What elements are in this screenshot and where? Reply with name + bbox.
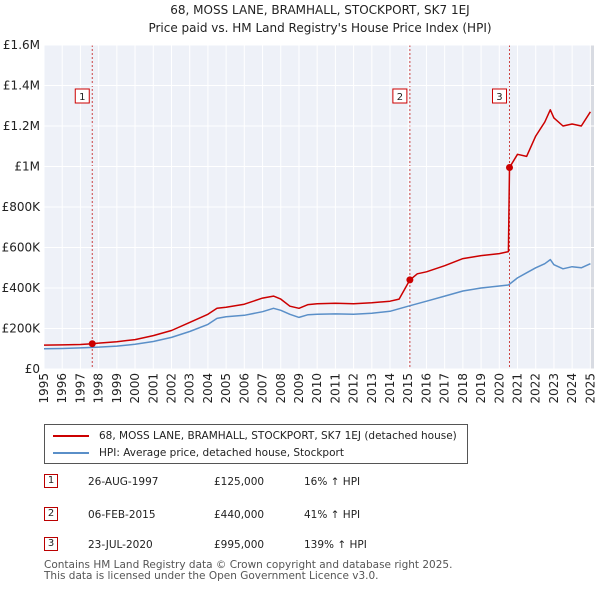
transaction-price: £440,000 xyxy=(214,509,265,521)
x-tick-label: 2010 xyxy=(310,373,324,404)
footer-line-1: Contains HM Land Registry data © Crown c… xyxy=(44,559,453,571)
x-tick-label: 2014 xyxy=(383,373,397,404)
x-tick-label: 2020 xyxy=(492,373,506,404)
x-tick-label: 2025 xyxy=(583,373,597,404)
sale-number-label: 1 xyxy=(79,92,85,103)
transaction-row: 2 06-FEB-2015 £440,000 41% ↑ HPI xyxy=(44,504,600,526)
x-tick-label: 2008 xyxy=(274,373,288,404)
x-tick-label: 2015 xyxy=(401,373,415,404)
y-tick-label: £1.6M xyxy=(3,38,40,52)
x-tick-label: 2018 xyxy=(456,373,470,404)
transaction-date: 06-FEB-2015 xyxy=(88,509,156,521)
transaction-date: 23-JUL-2020 xyxy=(88,539,153,551)
x-tick-label: 2022 xyxy=(529,373,543,404)
x-tick-label: 1997 xyxy=(73,373,87,404)
x-tick-label: 2017 xyxy=(438,373,452,404)
transaction-row: 1 26-AUG-1997 £125,000 16% ↑ HPI xyxy=(44,471,600,493)
sale-number-label: 2 xyxy=(397,92,403,103)
legend-item-property: 68, MOSS LANE, BRAMHALL, STOCKPORT, SK7 … xyxy=(53,428,457,444)
transaction-hpi: 16% ↑ HPI xyxy=(304,476,361,488)
y-tick-label: £0 xyxy=(25,362,40,376)
transaction-number: 1 xyxy=(44,474,58,488)
y-tick-label: £1M xyxy=(14,160,40,174)
legend-label-property: 68, MOSS LANE, BRAMHALL, STOCKPORT, SK7 … xyxy=(99,430,457,442)
transaction-price: £125,000 xyxy=(214,476,265,488)
sale-number-box xyxy=(491,88,507,104)
sale-number-label: 3 xyxy=(496,92,502,103)
x-tick-label: 2016 xyxy=(419,373,433,404)
x-tick-label: 1998 xyxy=(92,373,106,404)
price-chart: 68, MOSS LANE, BRAMHALL, STOCKPORT, SK7 … xyxy=(2,3,598,404)
x-tick-label: 2009 xyxy=(292,373,306,404)
x-tick-label: 2001 xyxy=(146,373,160,404)
x-tick-label: 2000 xyxy=(128,373,142,404)
transaction-row: 3 23-JUL-2020 £995,000 139% ↑ HPI xyxy=(44,534,600,556)
x-tick-label: 2002 xyxy=(164,373,178,404)
legend-swatch-red xyxy=(53,435,89,437)
x-tick-label: 1995 xyxy=(37,373,51,404)
x-tick-label: 2006 xyxy=(237,373,251,404)
x-tick-label: 1996 xyxy=(55,373,69,404)
x-tick-label: 2019 xyxy=(474,373,488,404)
chart-subtitle: Price paid vs. HM Land Registry's House … xyxy=(148,21,491,35)
transaction-date: 26-AUG-1997 xyxy=(88,476,159,488)
hpi-line xyxy=(43,258,591,350)
legend-label-hpi: HPI: Average price, detached house, Stoc… xyxy=(99,447,344,459)
x-tick-label: 2024 xyxy=(565,373,579,404)
sale-number-box xyxy=(392,88,408,104)
x-tick-label: 1999 xyxy=(110,373,124,404)
footer: Contains HM Land Registry data © Crown c… xyxy=(44,560,452,582)
property-price-line xyxy=(43,109,592,346)
transaction-hpi: 41% ↑ HPI xyxy=(304,509,361,521)
y-tick-label: £600K xyxy=(2,241,42,255)
x-tick-label: 2003 xyxy=(183,373,197,404)
transaction-price: £995,000 xyxy=(214,539,265,551)
chart-title: 68, MOSS LANE, BRAMHALL, STOCKPORT, SK7 … xyxy=(170,3,469,17)
x-tick-label: 2021 xyxy=(511,373,525,404)
legend: 68, MOSS LANE, BRAMHALL, STOCKPORT, SK7 … xyxy=(44,424,468,464)
y-tick-label: £1.2M xyxy=(3,119,40,133)
x-tick-label: 2004 xyxy=(201,373,215,404)
footer-line-2: This data is licensed under the Open Gov… xyxy=(44,570,379,582)
sale-point xyxy=(406,276,414,284)
x-tick-label: 2013 xyxy=(365,373,379,404)
x-tick-label: 2011 xyxy=(328,373,342,404)
transaction-number: 3 xyxy=(44,537,58,551)
x-tick-label: 2012 xyxy=(347,373,361,404)
sale-point xyxy=(505,164,513,172)
y-tick-label: £400K xyxy=(2,281,42,295)
legend-item-hpi: HPI: Average price, detached house, Stoc… xyxy=(53,445,344,461)
x-tick-label: 2005 xyxy=(219,373,233,404)
y-tick-label: £800K xyxy=(2,200,42,214)
sale-number-box xyxy=(74,88,90,104)
x-tick-label: 2007 xyxy=(256,373,270,404)
transaction-number: 2 xyxy=(44,507,58,521)
y-tick-label: £200K xyxy=(2,322,42,336)
transaction-hpi: 139% ↑ HPI xyxy=(304,539,367,551)
x-tick-label: 2023 xyxy=(547,373,561,404)
y-tick-label: £1.4M xyxy=(3,79,40,93)
sale-point xyxy=(88,340,96,348)
legend-swatch-blue xyxy=(53,452,89,454)
